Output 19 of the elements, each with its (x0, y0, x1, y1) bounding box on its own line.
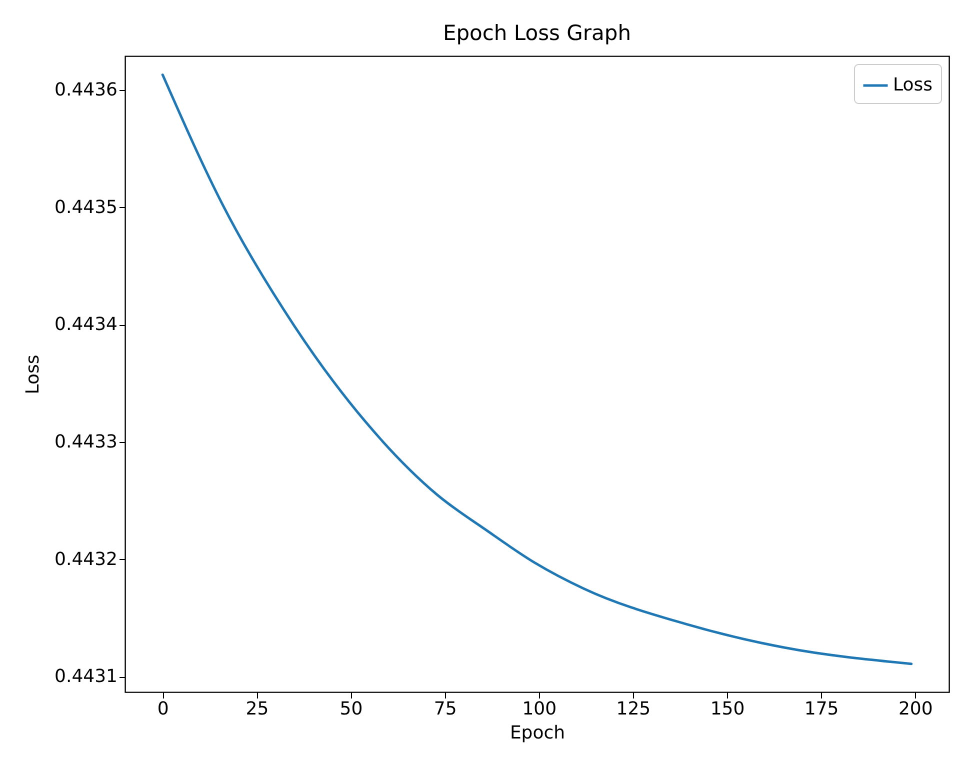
chart-title: Epoch Loss Graph (442, 21, 632, 45)
x-tick-label: 150 (710, 698, 745, 720)
y-tick-label: 0.4435 (54, 196, 118, 218)
y-tick-label: 0.4433 (54, 432, 118, 453)
x-tick-label: 125 (616, 698, 651, 720)
y-tick-label: 0.4434 (54, 314, 118, 336)
x-tick-label: 25 (246, 698, 269, 720)
y-tick-label: 0.4432 (54, 548, 118, 570)
x-tick-label: 50 (340, 698, 363, 720)
y-tick-label: 0.4431 (54, 666, 118, 688)
x-axis-title: Epoch (510, 722, 566, 744)
x-tick-label: 100 (522, 698, 557, 720)
x-tick-label: 0 (157, 698, 169, 720)
legend-label: Loss (893, 74, 932, 96)
y-axis-title: Loss (22, 354, 44, 394)
x-tick-label: 175 (804, 698, 839, 720)
y-tick-label: 0.4436 (54, 80, 118, 101)
x-tick-label: 200 (898, 698, 933, 720)
x-tick-label: 75 (434, 698, 457, 720)
